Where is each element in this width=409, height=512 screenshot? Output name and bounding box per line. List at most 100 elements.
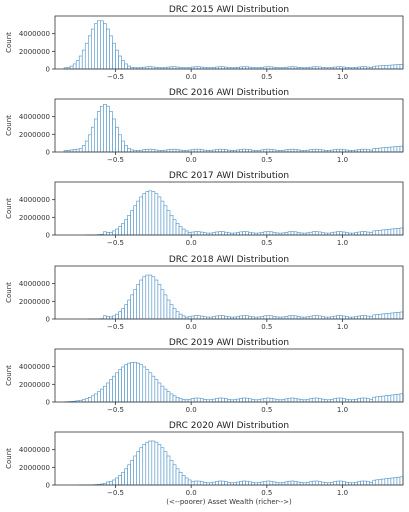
histogram-bar	[193, 148, 198, 153]
histogram-bar	[163, 388, 168, 403]
histogram-bar	[103, 231, 107, 236]
histogram-bar	[290, 148, 295, 153]
histogram-bar	[103, 385, 107, 403]
histogram-bar	[136, 284, 141, 320]
histogram-bar	[148, 440, 153, 486]
histogram-bar	[387, 64, 392, 70]
bars	[63, 20, 404, 70]
histogram-bar	[308, 398, 313, 403]
histogram-bar	[166, 455, 171, 486]
histogram-bar	[199, 398, 204, 403]
histogram-bar	[221, 397, 225, 403]
histogram-bar	[133, 362, 138, 403]
y-tick-label: 0	[46, 232, 50, 240]
x-tick-label: 0.0	[186, 156, 197, 164]
histogram-bar	[212, 398, 216, 403]
histogram-bar	[163, 205, 168, 236]
histogram-bar	[363, 315, 367, 320]
histogram-bar	[163, 451, 168, 486]
histogram-bar	[190, 231, 195, 236]
histogram-bar	[166, 210, 171, 236]
histogram-bar	[118, 475, 122, 486]
histogram-bar	[357, 398, 361, 403]
histogram-bar	[248, 481, 252, 486]
histogram-bar	[218, 315, 222, 320]
histogram-bar	[239, 231, 243, 236]
histogram-bar	[293, 315, 298, 320]
histogram-bar	[160, 200, 165, 236]
histogram-bar	[339, 480, 343, 486]
histogram-bar	[181, 475, 186, 486]
histogram-bar	[118, 226, 122, 236]
histogram-bar	[175, 397, 180, 403]
histogram-bar	[263, 315, 268, 320]
histogram-bar	[269, 480, 274, 486]
histogram-bar	[384, 65, 389, 70]
x-tick-label: 1.0	[337, 489, 348, 497]
y-axis-label: Count	[5, 32, 13, 53]
histogram-bar	[387, 312, 392, 320]
y-tick-label: 4000000	[19, 196, 50, 204]
histogram-bar	[381, 395, 386, 403]
histogram-bar	[375, 396, 380, 403]
histogram-bar	[172, 148, 177, 153]
histogram-bar	[218, 231, 222, 236]
histogram-bar	[378, 313, 383, 320]
histogram-bar	[336, 315, 340, 320]
y-tick-label: 2000000	[19, 214, 50, 222]
histogram-bar	[311, 397, 316, 403]
histogram-bar	[115, 228, 119, 236]
histogram-bar	[124, 63, 128, 70]
histogram-bar	[396, 312, 401, 320]
plot-frame	[54, 98, 404, 153]
histogram-bar	[384, 395, 389, 403]
histogram-bar	[151, 375, 156, 403]
histogram-bar	[115, 313, 119, 320]
histogram-bar	[112, 479, 116, 486]
histogram-bar	[342, 315, 346, 320]
histogram-bar	[387, 478, 392, 486]
histogram-bar	[193, 315, 198, 320]
histogram-bar	[106, 28, 110, 70]
histogram-bar	[360, 315, 364, 320]
bars	[63, 104, 404, 153]
histogram-bar	[221, 148, 225, 153]
histogram-bar	[87, 134, 92, 153]
histogram-bar	[199, 315, 204, 320]
histogram-bar	[224, 398, 228, 403]
histogram-bar	[339, 231, 343, 236]
histogram-bar	[121, 60, 125, 70]
histogram-bar	[290, 480, 295, 486]
y-tick-label: 0	[46, 399, 50, 407]
histogram-bar	[333, 315, 337, 320]
histogram-bar	[124, 304, 128, 320]
histogram-bar	[263, 480, 268, 486]
histogram-bar	[139, 196, 144, 236]
histogram-bar	[296, 481, 301, 486]
histogram-bar	[145, 191, 150, 236]
histogram-bar	[91, 395, 95, 403]
histogram-bar	[375, 314, 380, 320]
histogram-bar	[317, 315, 322, 320]
histogram-bar	[396, 64, 401, 70]
histogram-bar	[112, 375, 116, 403]
histogram-bar	[215, 481, 219, 486]
histogram-bar	[317, 231, 322, 236]
histogram-bar	[336, 231, 340, 236]
histogram-bar	[160, 447, 165, 486]
histogram-bar	[293, 231, 298, 236]
histogram-bar	[175, 223, 180, 236]
histogram-bar	[269, 149, 274, 153]
histogram-bar	[148, 148, 153, 153]
histogram-bar	[393, 146, 398, 153]
histogram-bar	[396, 146, 401, 153]
histogram-bar	[390, 394, 395, 403]
histogram-bar	[121, 366, 125, 403]
histogram-bar	[345, 398, 349, 403]
x-tick-label: 0.0	[186, 73, 197, 81]
histogram-bar	[314, 480, 319, 486]
histogram-bar	[84, 42, 89, 70]
histogram-bar	[218, 397, 222, 403]
histogram-bar	[175, 311, 180, 320]
histogram-bar	[363, 480, 367, 486]
